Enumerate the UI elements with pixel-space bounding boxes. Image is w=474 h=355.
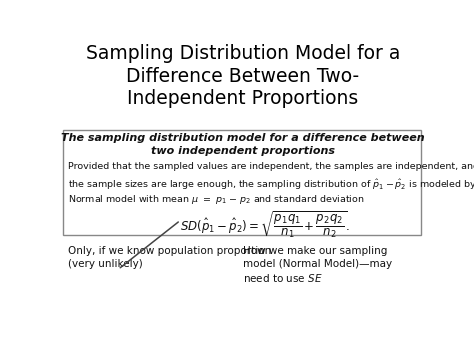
Text: Sampling Distribution Model for a
Difference Between Two-
Independent Proportion: Sampling Distribution Model for a Differ… (86, 44, 400, 109)
FancyBboxPatch shape (63, 130, 421, 235)
Text: Only, if we know population proportion
(very unlikely): Only, if we know population proportion (… (68, 246, 272, 269)
Text: Provided that the sampled values are independent, the samples are independent, a: Provided that the sampled values are ind… (68, 162, 474, 170)
Text: Normal model with mean $\mu$ $=$ $p_1$ $-$ $p_2$ and standard deviation: Normal model with mean $\mu$ $=$ $p_1$ $… (68, 193, 365, 206)
Text: How we make our sampling
model (Normal Model)—may
need to use $SE$: How we make our sampling model (Normal M… (243, 246, 392, 284)
Text: the sample sizes are large enough, the sampling distribution of $\hat{p}_1 - \ha: the sample sizes are large enough, the s… (68, 178, 474, 192)
Text: The sampling distribution model for a difference between
two independent proport: The sampling distribution model for a di… (61, 133, 425, 156)
Text: $SD(\hat{p}_1 - \hat{p}_2) = \sqrt{\dfrac{p_1 q_1}{n_1} + \dfrac{p_2 q_2}{n_2}}.: $SD(\hat{p}_1 - \hat{p}_2) = \sqrt{\dfra… (180, 210, 350, 240)
